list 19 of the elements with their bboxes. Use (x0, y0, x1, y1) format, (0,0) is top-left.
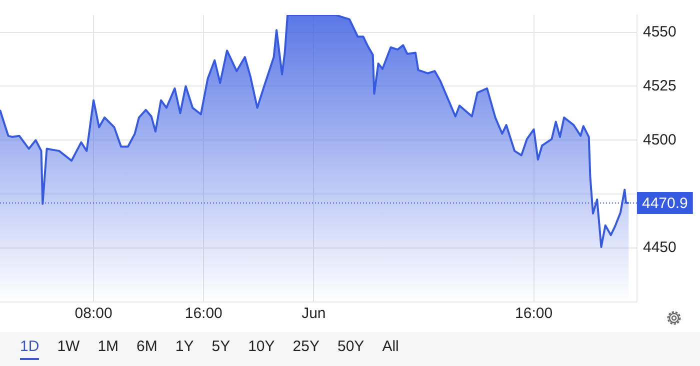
x-tick-label: Jun (302, 305, 326, 322)
text: 1W (57, 338, 80, 357)
text: 1D (20, 338, 40, 360)
text: 1Y (175, 338, 194, 357)
y-tick-label: 4500 (643, 131, 676, 148)
y-tick-label: 4450 (643, 239, 676, 256)
text: 10Y (248, 338, 275, 357)
text: 5Y (212, 338, 230, 357)
text: 1M (98, 338, 119, 357)
text: 6M (136, 338, 158, 357)
y-tick-label: 4525 (643, 77, 676, 94)
text: 50Y (338, 338, 364, 357)
text: 25Y (292, 338, 320, 357)
ref-line-label: 4470.9 (642, 195, 688, 212)
x-tick-label: 16:00 (515, 305, 553, 322)
text: All (382, 338, 399, 357)
x-tick-label: 16:00 (184, 305, 222, 322)
x-tick-label: 08:00 (74, 305, 112, 322)
y-tick-label: 4550 (643, 23, 676, 40)
